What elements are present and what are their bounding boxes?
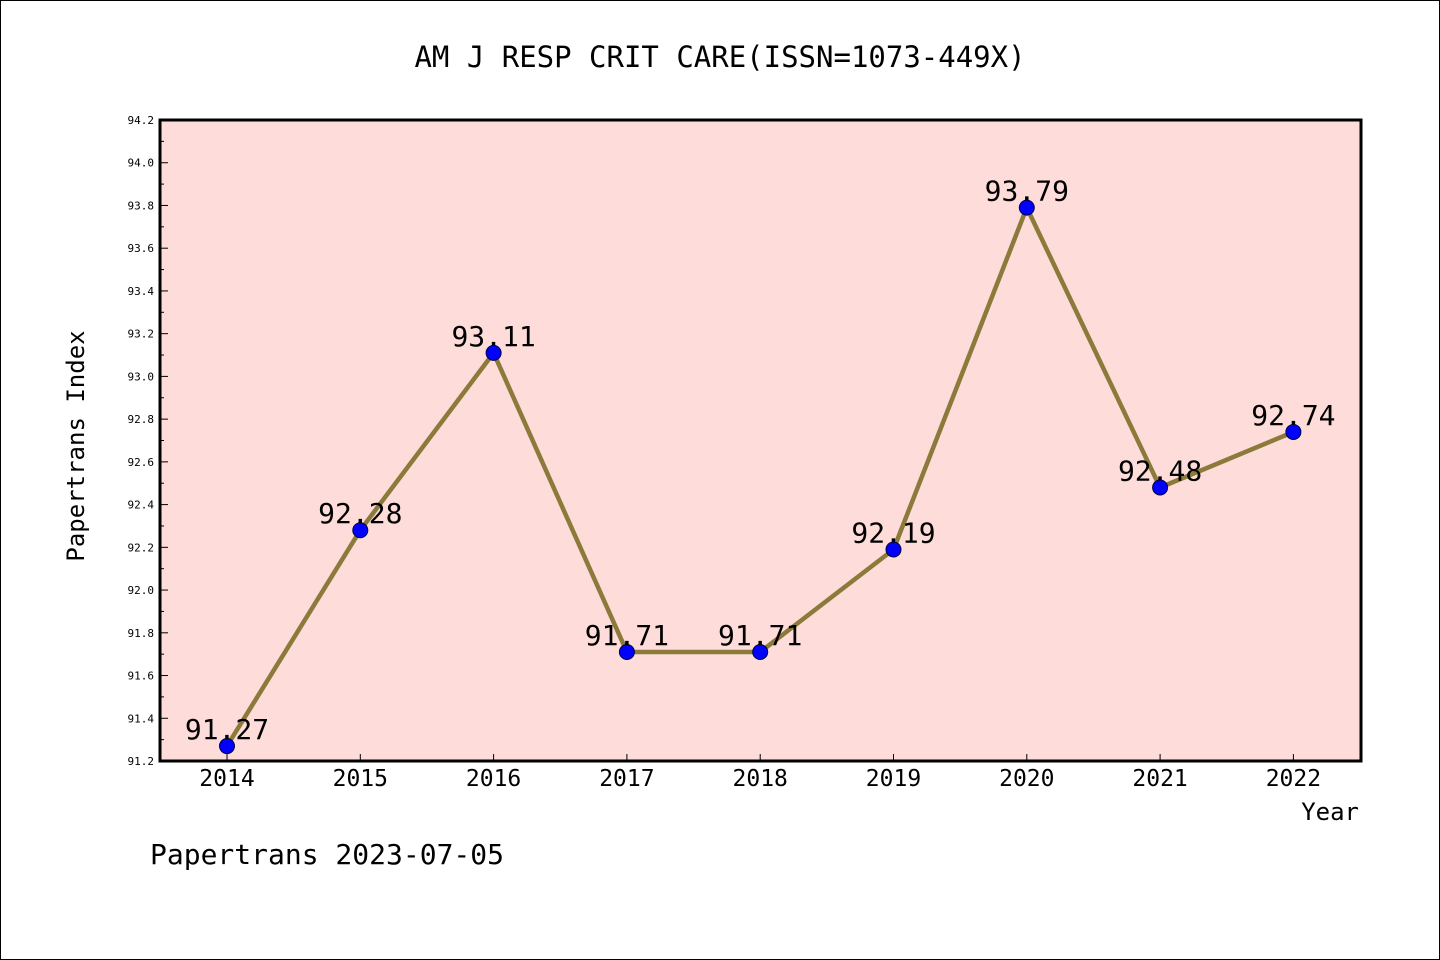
data-point <box>752 644 769 661</box>
data-label: 92.19 <box>851 516 935 549</box>
data-point <box>352 522 369 539</box>
data-label: 92.48 <box>1118 455 1202 488</box>
data-label: 92.74 <box>1251 399 1335 432</box>
data-point <box>1018 199 1035 216</box>
x-tick-label: 2015 <box>333 766 388 792</box>
data-label: 93.11 <box>451 320 535 353</box>
y-tick-label: 93.8 <box>128 199 155 212</box>
x-tick-label: 2017 <box>599 766 654 792</box>
data-point <box>618 644 635 661</box>
x-tick-label: 2021 <box>1132 766 1187 792</box>
y-tick-label: 93.0 <box>128 370 155 383</box>
y-tick-label: 92.0 <box>128 584 155 597</box>
data-label-group: 91.27 92.28 93.11 91.71 91.71 92.19 93.79 92.48… <box>185 175 1336 746</box>
y-tick-label: 92.6 <box>128 456 155 469</box>
data-point <box>219 738 235 755</box>
marker-group <box>219 199 1302 755</box>
data-point <box>1152 479 1169 496</box>
data-point <box>1285 423 1302 440</box>
y-tick-label: 93.6 <box>128 242 155 255</box>
y-tick-label: 93.2 <box>128 328 155 341</box>
data-label: 92.28 <box>318 497 402 530</box>
x-tick-label: 2018 <box>733 766 788 792</box>
y-tick-label: 94.2 <box>128 114 155 127</box>
data-label: 91.27 <box>185 713 269 746</box>
x-axis: 2014 2015 2016 2017 2018 2019 2020 2021 2022 <box>199 754 1321 792</box>
x-tick-label: 2016 <box>466 766 521 792</box>
data-point <box>485 344 502 361</box>
data-point <box>885 541 902 558</box>
y-axis-title: Papertrans Index <box>62 330 90 561</box>
y-tick-label: 91.8 <box>128 627 155 640</box>
x-tick-label: 2022 <box>1266 766 1321 792</box>
data-label: 91.71 <box>718 619 802 652</box>
y-tick-label: 93.4 <box>128 285 155 298</box>
x-tick-label: 2019 <box>866 766 921 792</box>
x-axis-title: Year <box>1301 798 1359 826</box>
y-tick-label: 92.2 <box>128 541 155 554</box>
x-tick-label: 2014 <box>199 766 254 792</box>
y-tick-label: 91.4 <box>128 712 155 725</box>
chart-title: AM J RESP CRIT CARE(ISSN=1073-449X) <box>414 40 1025 74</box>
y-tick-label: 92.8 <box>128 413 155 426</box>
x-tick-label: 2020 <box>999 766 1054 792</box>
data-label: 91.71 <box>585 619 669 652</box>
y-axis: 91.2 91.4 91.6 91.8 92.0 92.2 92.4 92.6 92.8 93.0… <box>128 114 168 768</box>
y-tick-label: 92.4 <box>128 499 155 512</box>
y-tick-label: 91.2 <box>128 755 155 768</box>
footer-watermark: Papertrans 2023-07-05 <box>150 838 504 871</box>
y-tick-label: 94.0 <box>128 157 155 170</box>
plot-area <box>158 118 1363 763</box>
data-label: 93.79 <box>985 175 1069 208</box>
y-tick-label: 91.6 <box>128 670 155 683</box>
